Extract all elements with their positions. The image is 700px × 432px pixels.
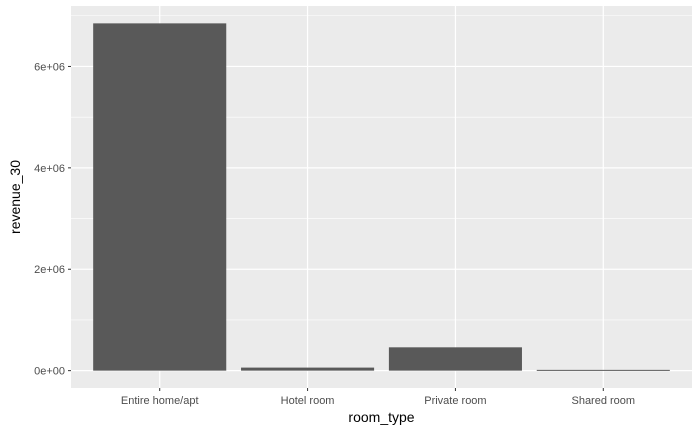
y-axis: 0e+00 2e+06 4e+06 6e+06	[34, 61, 71, 378]
x-tick-label: Hotel room	[281, 395, 335, 407]
y-tick-label: 2e+06	[34, 264, 65, 276]
bar-private-room	[388, 347, 522, 371]
y-axis-title: revenue_30	[7, 160, 23, 234]
x-tick-label: Shared room	[571, 395, 635, 407]
x-axis: Entire home/apt Hotel room Private room Sha…	[121, 388, 635, 407]
bar-hotel-room	[241, 367, 375, 371]
x-tick-label: Entire home/apt	[121, 395, 199, 407]
y-tick-label: 0e+00	[34, 366, 65, 378]
y-tick-label: 6e+06	[34, 61, 65, 73]
y-tick-label: 4e+06	[34, 163, 65, 175]
x-axis-title: room_type	[348, 409, 414, 425]
bars	[93, 23, 670, 371]
x-tick-label: Private room	[424, 395, 486, 407]
bar-shared-room	[536, 369, 670, 371]
bar-entire-home-apt	[93, 23, 227, 371]
